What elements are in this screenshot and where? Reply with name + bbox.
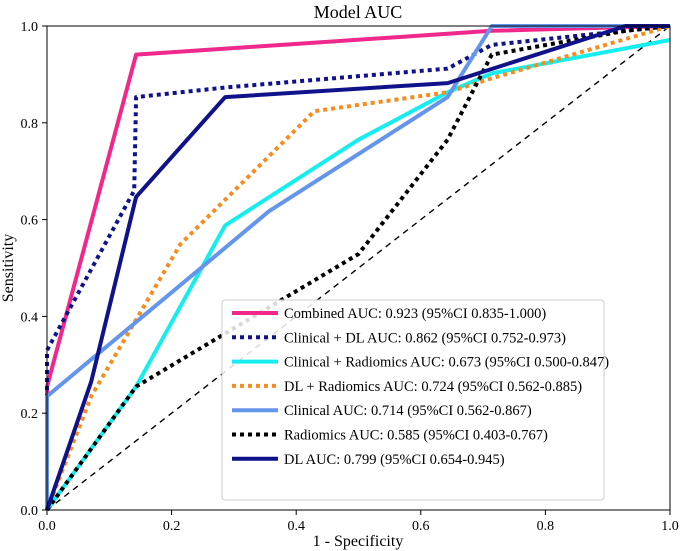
x-tick-label: 1.0 [661,519,679,534]
legend: Combined AUC: 0.923 (95%CI 0.835-1.000) C… [221,299,609,501]
legend-label-5: Clinical AUC: 0.714 (95%CI 0.562-0.867) [284,403,532,419]
y-axis-label: Sensitivity [0,234,17,302]
legend-label-4: DL + Radiomics AUC: 0.724 (95%CI 0.562-0… [284,379,582,395]
x-axis-label: 1 - Specificity [313,533,404,550]
y-tick-label: 0.2 [21,407,39,422]
x-tick-label: 0.4 [287,519,305,534]
y-tick-label: 0.8 [21,117,39,132]
x-axis-ticks: 0.0 0.2 0.4 0.6 0.8 1.0 [38,510,679,534]
legend-label-6: Radiomics AUC: 0.585 (95%CI 0.403-0.767) [284,428,548,444]
roc-curve-6 [45,24,671,512]
y-tick-label: 0.4 [21,310,39,325]
legend-box [221,299,605,501]
plot-frame [46,25,671,511]
legend-label-3: Clinical + Radiomics AUC: 0.673 (95%CI 0… [284,355,609,371]
legend-label-7: DL AUC: 0.799 (95%CI 0.654-0.945) [284,452,505,468]
legend-label-2: Clinical + DL AUC: 0.862 (95%CI 0.752-0.… [284,330,566,346]
x-tick-label: 0.8 [537,519,555,534]
roc-curve-4 [45,24,671,511]
y-axis-ticks: 0.0 0.2 0.4 0.6 0.8 1.0 [21,20,47,519]
y-tick-label: 1.0 [21,20,39,35]
x-tick-label: 0.2 [163,519,181,534]
y-tick-label: 0.0 [21,504,39,519]
x-tick-label: 0.0 [38,519,56,534]
legend-label-1: Combined AUC: 0.923 (95%CI 0.835-1.000) [284,306,546,322]
chart-title: Model AUC [314,2,403,22]
y-tick-label: 0.6 [21,214,39,229]
x-tick-label: 0.6 [412,519,430,534]
